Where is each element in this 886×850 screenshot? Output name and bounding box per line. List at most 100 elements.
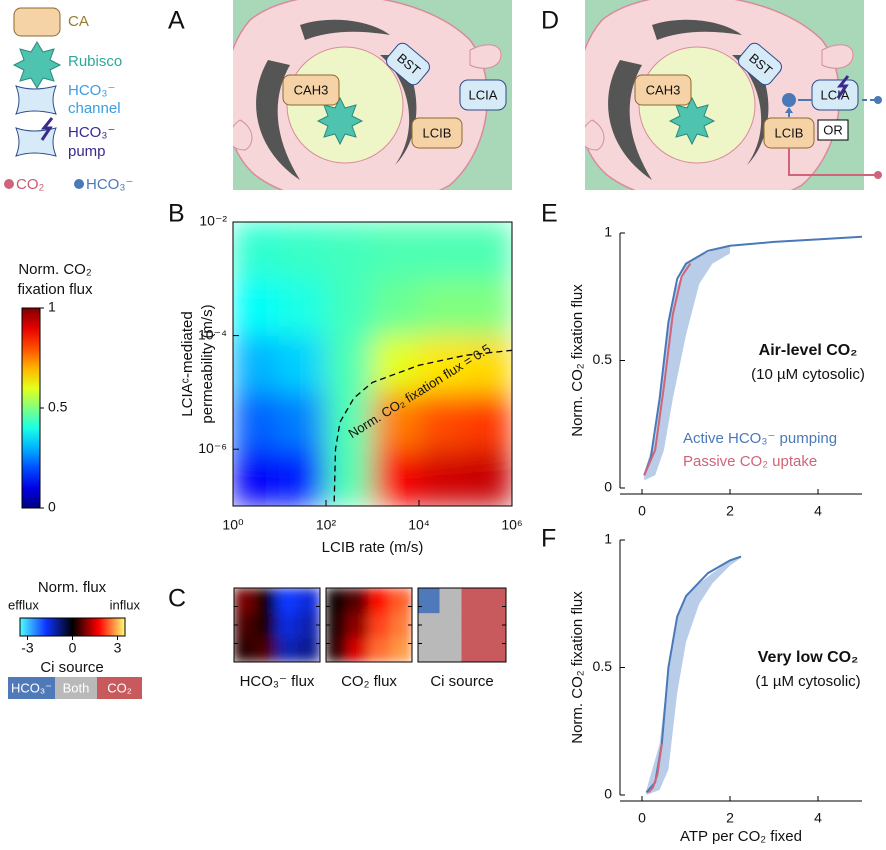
heatmap-cell <box>439 612 463 638</box>
heatmap-cell <box>418 278 466 337</box>
diagram-label: LCIB <box>775 125 804 140</box>
heatmap-cell <box>233 278 280 337</box>
y-tick-label: 0 <box>604 479 612 495</box>
x-axis-label: ATP per CO₂ fixed <box>680 828 802 845</box>
y-tick-label: 10⁻⁶ <box>198 440 227 456</box>
x-tick-label: 2 <box>726 810 734 826</box>
colorbar-title: Norm. CO₂ <box>18 261 92 278</box>
colorbar-tick-label: 0 <box>69 640 77 656</box>
x-tick-label: 0 <box>638 503 646 519</box>
heatmap-cell <box>418 588 441 614</box>
heatmap-cell <box>276 612 299 638</box>
ci-source-label: HCO₃⁻ <box>11 680 52 695</box>
diagram-d-arrows <box>782 75 882 179</box>
colorbar-end-label: efflux <box>8 597 39 612</box>
panel-label: E <box>541 200 558 228</box>
heatmap-cell <box>418 612 441 638</box>
heatmap-cell <box>325 391 373 450</box>
colorbar-tick-label: 0.5 <box>48 399 68 415</box>
heatmap-cell <box>483 588 506 614</box>
panel-title: CO₂ flux <box>341 673 397 690</box>
heatmap-cell <box>465 448 512 506</box>
colorbar-tick-label: 1 <box>48 299 56 315</box>
panel-label: F <box>541 525 556 553</box>
heatmap-cell <box>372 335 420 393</box>
panel-label: B <box>168 200 185 228</box>
heatmap-cell <box>465 335 512 393</box>
y-axis-label: permeability (m/s) <box>199 304 216 423</box>
heatmap-cell <box>326 636 348 662</box>
heatmap-cell <box>368 588 391 614</box>
x-tick-label: 10⁴ <box>408 517 430 533</box>
or-label: OR <box>823 122 843 137</box>
colorbar-title: Norm. flux <box>38 579 107 596</box>
y-axis-label: LCIAᶜ-mediated <box>179 311 196 416</box>
contour-line <box>333 349 513 502</box>
heatmap-cell <box>255 612 278 638</box>
panel-title: HCO₃⁻ flux <box>240 673 315 690</box>
diagram-label: LCIA <box>821 87 850 102</box>
heatmap-cells <box>234 588 320 662</box>
x-tick-label: 4 <box>814 810 822 826</box>
flux-colorbar <box>19 617 126 637</box>
ci-source-swatch <box>55 677 97 699</box>
heatmap-cell <box>279 335 327 393</box>
annotation-title: Air-level CO₂ <box>759 342 858 359</box>
heatmap-cell <box>276 636 299 662</box>
x-tick-label: 10⁰ <box>222 517 244 533</box>
heatmap-cell <box>326 612 348 638</box>
diagram-label: LCIB <box>423 125 452 140</box>
heatmap-cell <box>465 278 512 337</box>
heatmap <box>326 588 412 662</box>
heatmap-cell <box>368 636 391 662</box>
legend-label: HCO₃⁻ <box>68 124 115 141</box>
heatmap-cell <box>234 588 256 614</box>
legend-label: Active HCO₃⁻ pumping <box>683 430 837 447</box>
heatmap-cell <box>418 222 466 280</box>
heatmap-cell <box>279 448 327 506</box>
heatmap <box>234 588 320 662</box>
heatmap-cell <box>347 588 370 614</box>
heatmap <box>233 222 512 506</box>
legend-label: CA <box>68 13 89 30</box>
heatmap-cell <box>276 588 299 614</box>
uncertainty-band <box>644 245 730 481</box>
series-line <box>647 743 663 794</box>
x-tick-label: 0 <box>638 810 646 826</box>
heatmap-cell <box>390 588 412 614</box>
series-line <box>643 263 692 476</box>
heatmap-cell <box>233 391 280 450</box>
heatmap-cell <box>298 612 320 638</box>
heatmap-cell <box>325 222 373 280</box>
annotation-title: Very low CO₂ <box>758 649 858 666</box>
heatmap-cell <box>233 222 280 280</box>
diagram-label: CAH3 <box>294 82 329 97</box>
heatmap-cell <box>234 612 256 638</box>
heatmap-cell <box>255 636 278 662</box>
legend-title: Ci source <box>40 659 103 676</box>
colorbar <box>21 307 41 509</box>
heatmap-cell <box>461 636 485 662</box>
legend-label: Passive CO₂ uptake <box>683 453 817 470</box>
y-tick-label: 0.5 <box>593 658 613 674</box>
x-tick-label: 10⁶ <box>501 517 522 533</box>
heatmap-cell <box>279 278 327 337</box>
panel-label: A <box>168 7 185 35</box>
heatmap-cell <box>372 391 420 450</box>
heatmap-cell <box>325 448 373 506</box>
colorbar-tick-label: -3 <box>21 640 34 656</box>
heatmap-cell <box>461 612 485 638</box>
heatmap-cell <box>234 636 256 662</box>
y-axis-label: Norm. CO₂ fixation flux <box>569 284 586 437</box>
legend-label: CO₂ <box>16 176 45 193</box>
heatmap-cell <box>465 391 512 450</box>
colorbar-tick-label: 0 <box>48 499 56 515</box>
ci-source-swatch <box>8 677 55 699</box>
legend-icons <box>4 7 84 189</box>
heatmap-cell <box>483 636 506 662</box>
heatmap-cell <box>418 335 466 393</box>
heatmap-cells <box>233 222 512 506</box>
heatmap-cell <box>298 636 320 662</box>
heatmap-cell <box>372 278 420 337</box>
